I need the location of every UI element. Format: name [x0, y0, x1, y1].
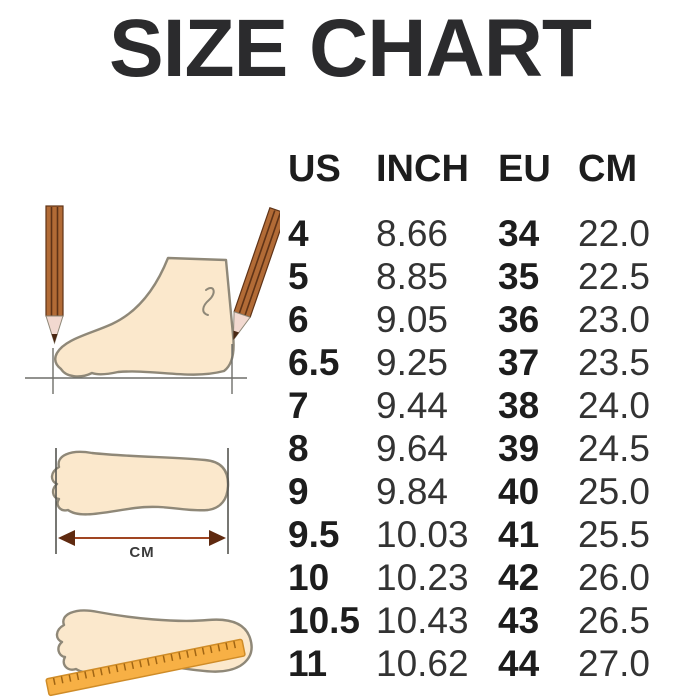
header-inch: INCH — [376, 148, 469, 190]
header-cm: CM — [578, 148, 638, 190]
cell-us: 5 — [288, 256, 309, 297]
table-row: 10.5 10.43 43 26.5 — [281, 599, 681, 642]
cell-us: 8 — [288, 428, 309, 469]
cell-eu: 41 — [498, 514, 540, 555]
cell-inch: 10.62 — [376, 643, 469, 684]
cell-eu: 36 — [498, 299, 540, 340]
cell-inch: 9.64 — [376, 428, 449, 469]
cell-us: 9 — [288, 471, 309, 512]
table-row: 9.5 10.03 41 25.5 — [281, 513, 681, 556]
cm-arrow-label: CM — [129, 544, 154, 561]
width-arrow — [58, 530, 226, 546]
footprint-length-arrow-illustration: CM — [50, 448, 230, 561]
table-row: 6 9.05 36 23.0 — [281, 298, 681, 341]
ruler-icon — [45, 638, 246, 697]
cell-inch: 9.05 — [376, 299, 449, 340]
cell-inch: 8.66 — [376, 213, 449, 254]
cell-cm: 22.0 — [578, 213, 651, 254]
cell-cm: 26.5 — [578, 600, 651, 641]
cell-cm: 23.5 — [578, 342, 651, 383]
cell-us: 10.5 — [288, 600, 361, 641]
table-row: 5 8.85 35 22.5 — [281, 255, 681, 298]
ankle-mark — [202, 287, 215, 316]
table-row: 6.5 9.25 37 23.5 — [281, 341, 681, 384]
cell-cm: 23.0 — [578, 299, 651, 340]
footprint-ruler-illustration — [45, 609, 253, 697]
cell-eu: 38 — [498, 385, 540, 426]
cell-cm: 25.0 — [578, 471, 651, 512]
page-title: SIZE CHART — [109, 3, 592, 94]
cell-eu: 37 — [498, 342, 540, 383]
header-eu: EU — [498, 148, 551, 190]
cell-eu: 40 — [498, 471, 540, 512]
table-row: 8 9.64 39 24.5 — [281, 427, 681, 470]
table-row: 9 9.84 40 25.0 — [281, 470, 681, 513]
cell-cm: 24.0 — [578, 385, 651, 426]
cell-inch: 9.84 — [376, 471, 449, 512]
cell-cm: 22.5 — [578, 256, 651, 297]
cell-eu: 34 — [498, 213, 540, 254]
cell-us: 4 — [288, 213, 309, 254]
cell-us: 11 — [288, 643, 328, 684]
cell-cm: 26.0 — [578, 557, 651, 598]
pencil-icon — [45, 205, 64, 345]
cell-inch: 9.44 — [376, 385, 449, 426]
cell-cm: 24.5 — [578, 428, 651, 469]
cell-inch: 9.25 — [376, 342, 449, 383]
cell-us: 7 — [288, 385, 309, 426]
cell-inch: 10.23 — [376, 557, 469, 598]
cell-inch: 10.43 — [376, 600, 469, 641]
cell-cm: 27.0 — [578, 643, 651, 684]
table-row: 11 10.62 44 27.0 — [281, 642, 681, 685]
table-row: 4 8.66 34 22.0 — [281, 212, 681, 255]
pencil-icon — [232, 206, 280, 342]
cell-eu: 43 — [498, 600, 540, 641]
cell-inch: 8.85 — [376, 256, 449, 297]
foot-side-outline — [54, 256, 235, 378]
cell-cm: 25.5 — [578, 514, 651, 555]
table-header-row: US INCH EU CM — [281, 147, 681, 191]
measurement-illustrations: CM — [25, 205, 280, 697]
cell-us: 9.5 — [288, 514, 340, 555]
size-conversion-table: US INCH EU CM 4 8.66 34 22.0 5 8.85 35 2… — [281, 147, 681, 685]
cell-us: 6 — [288, 299, 309, 340]
cell-eu: 42 — [498, 557, 540, 598]
table-row: 7 9.44 38 24.0 — [281, 384, 681, 427]
foot-pencil-measure-illustration — [25, 205, 280, 394]
cell-us: 10 — [288, 557, 330, 598]
cell-eu: 44 — [498, 643, 540, 684]
cell-eu: 35 — [498, 256, 540, 297]
table-row: 10 10.23 42 26.0 — [281, 556, 681, 599]
cell-inch: 10.03 — [376, 514, 469, 555]
cell-us: 6.5 — [288, 342, 340, 383]
footprint-outline — [50, 450, 230, 516]
cell-eu: 39 — [498, 428, 540, 469]
header-us: US — [288, 148, 341, 190]
